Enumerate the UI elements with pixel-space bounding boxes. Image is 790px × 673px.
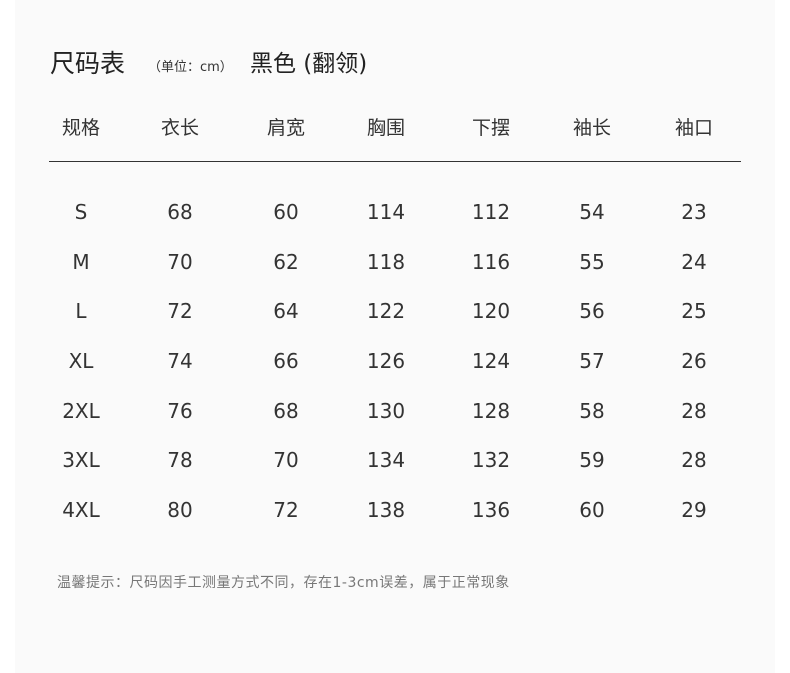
- measurement-cell: 68: [167, 200, 193, 224]
- measurement-cell: 126: [366, 349, 406, 373]
- measurement-cell: 24: [681, 250, 707, 274]
- measurement-cell: 78: [167, 448, 193, 472]
- measurement-cell: 122: [366, 299, 406, 323]
- column-header: 肩宽: [266, 117, 306, 139]
- size-cell: M: [72, 250, 90, 274]
- measurement-cell: 80: [167, 498, 193, 522]
- size-cell: 4XL: [62, 498, 100, 522]
- column-header: 下摆: [471, 117, 511, 139]
- measurement-cell: 72: [167, 299, 193, 323]
- measurement-cell: 120: [471, 299, 511, 323]
- measurement-note: 温馨提示：尺码因手工测量方式不同，存在1-3cm误差，属于正常现象: [57, 575, 510, 591]
- column-header: 规格: [61, 117, 101, 139]
- measurement-cell: 23: [681, 200, 707, 224]
- measurement-cell: 60: [579, 498, 605, 522]
- measurement-cell: 128: [471, 399, 511, 423]
- measurement-cell: 59: [579, 448, 605, 472]
- measurement-cell: 28: [681, 448, 707, 472]
- measurement-cell: 62: [273, 250, 299, 274]
- measurement-cell: 74: [167, 349, 193, 373]
- size-chart-panel: [15, 0, 775, 673]
- measurement-cell: 54: [579, 200, 605, 224]
- measurement-cell: 60: [273, 200, 299, 224]
- size-cell: XL: [68, 349, 94, 373]
- measurement-cell: 56: [579, 299, 605, 323]
- measurement-cell: 25: [681, 299, 707, 323]
- color-label: 黑色 (翻领): [250, 51, 368, 77]
- measurement-cell: 134: [366, 448, 406, 472]
- column-header: 衣长: [160, 117, 200, 139]
- column-header: 袖长: [572, 117, 612, 139]
- measurement-cell: 136: [471, 498, 511, 522]
- measurement-cell: 64: [273, 299, 299, 323]
- measurement-cell: 114: [366, 200, 406, 224]
- measurement-cell: 112: [471, 200, 511, 224]
- measurement-cell: 132: [471, 448, 511, 472]
- header-divider: [49, 161, 741, 162]
- measurement-cell: 70: [167, 250, 193, 274]
- measurement-cell: 138: [366, 498, 406, 522]
- measurement-cell: 66: [273, 349, 299, 373]
- measurement-cell: 76: [167, 399, 193, 423]
- measurement-cell: 130: [366, 399, 406, 423]
- column-header: 袖口: [674, 117, 714, 139]
- measurement-cell: 124: [471, 349, 511, 373]
- chart-title: 尺码表: [50, 49, 126, 78]
- column-header: 胸围: [366, 117, 406, 139]
- unit-label: （单位：cm）: [148, 60, 233, 75]
- measurement-cell: 118: [366, 250, 406, 274]
- measurement-cell: 57: [579, 349, 605, 373]
- measurement-cell: 29: [681, 498, 707, 522]
- size-cell: L: [75, 299, 87, 323]
- measurement-cell: 55: [579, 250, 605, 274]
- size-cell: S: [74, 200, 88, 224]
- measurement-cell: 72: [273, 498, 299, 522]
- size-cell: 2XL: [62, 399, 100, 423]
- measurement-cell: 70: [273, 448, 299, 472]
- measurement-cell: 58: [579, 399, 605, 423]
- measurement-cell: 116: [471, 250, 511, 274]
- measurement-cell: 28: [681, 399, 707, 423]
- measurement-cell: 68: [273, 399, 299, 423]
- size-cell: 3XL: [62, 448, 100, 472]
- measurement-cell: 26: [681, 349, 707, 373]
